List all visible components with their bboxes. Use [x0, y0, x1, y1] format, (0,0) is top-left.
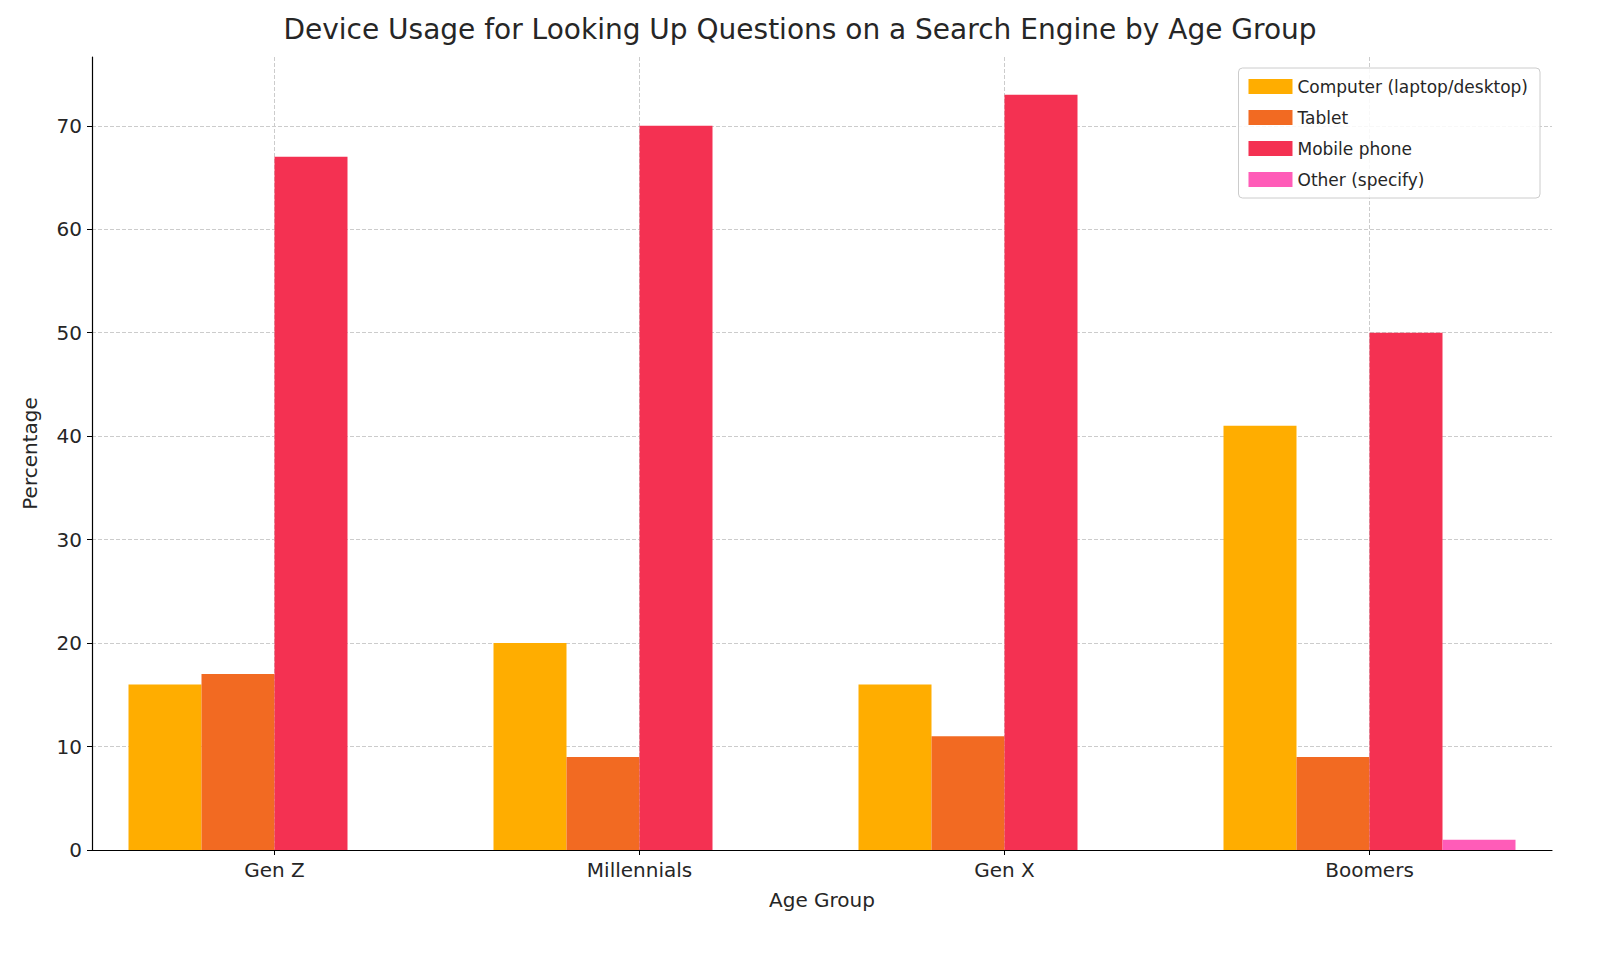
svg-text:30: 30: [57, 528, 82, 552]
svg-text:60: 60: [57, 217, 82, 241]
svg-text:Age Group: Age Group: [769, 888, 875, 912]
svg-text:0: 0: [69, 838, 82, 862]
svg-text:Boomers: Boomers: [1325, 858, 1414, 882]
svg-text:Mobile phone: Mobile phone: [1297, 139, 1411, 159]
svg-text:Tablet: Tablet: [1296, 108, 1348, 128]
svg-text:50: 50: [57, 321, 82, 345]
svg-text:10: 10: [57, 735, 82, 759]
svg-text:70: 70: [57, 114, 82, 138]
svg-text:Computer (laptop/desktop): Computer (laptop/desktop): [1297, 77, 1528, 97]
svg-text:Device Usage for Looking Up Qu: Device Usage for Looking Up Questions on…: [283, 13, 1316, 46]
svg-text:Percentage: Percentage: [18, 397, 42, 510]
svg-text:Gen X: Gen X: [974, 858, 1035, 882]
svg-text:Gen Z: Gen Z: [244, 858, 305, 882]
svg-text:20: 20: [57, 631, 82, 655]
svg-text:Millennials: Millennials: [587, 858, 692, 882]
svg-text:Other (specify): Other (specify): [1297, 170, 1424, 190]
svg-text:40: 40: [57, 424, 82, 448]
